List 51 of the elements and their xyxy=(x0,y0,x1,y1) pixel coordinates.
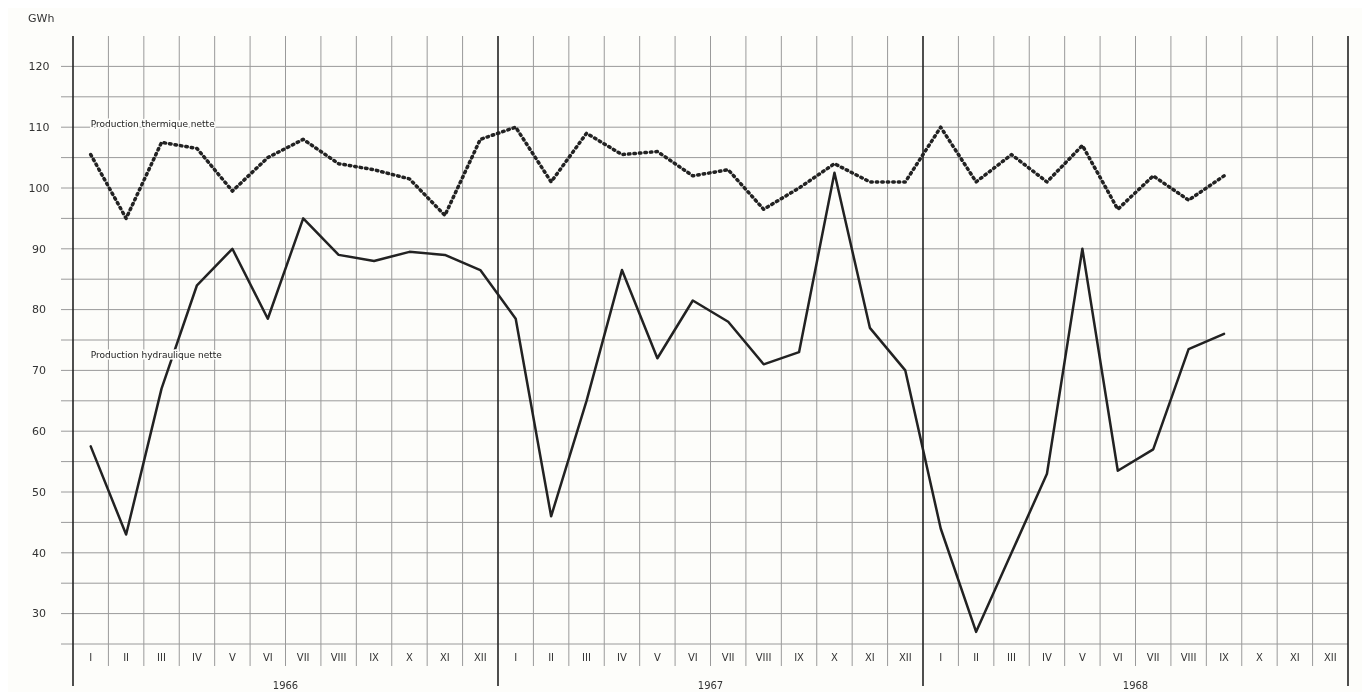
x-tick-label: IV xyxy=(617,652,628,663)
x-tick-label: II xyxy=(123,652,130,663)
x-tick-label: V xyxy=(653,652,661,663)
x-tick-label: VI xyxy=(262,652,273,663)
x-tick-label: IV xyxy=(192,652,203,663)
x-tick-label: I xyxy=(89,652,93,663)
x-tick-label: II xyxy=(973,652,980,663)
text: 1967 xyxy=(697,680,724,691)
y-tick-label: 90 xyxy=(32,242,46,256)
x-tick-label: VII xyxy=(1146,652,1160,663)
x-tick-label: VI xyxy=(1112,652,1123,663)
x-tick-label: XI xyxy=(864,652,875,663)
x-tick-label: IV xyxy=(1042,652,1053,663)
x-tick-label: VII xyxy=(721,652,735,663)
x-tick-label: IX xyxy=(794,652,805,663)
y-axis-title: GWh xyxy=(28,12,55,25)
x-tick-label: I xyxy=(514,652,518,663)
x-tick-label: V xyxy=(228,652,236,663)
y-tick-label: 80 xyxy=(32,303,46,317)
x-tick-label: X xyxy=(1256,652,1264,663)
x-tick-label: III xyxy=(1007,652,1016,663)
y-tick-label: 110 xyxy=(28,121,50,135)
x-tick-label: V xyxy=(1078,652,1086,663)
y-tick-label: 40 xyxy=(32,546,46,560)
x-tick-label: VII xyxy=(296,652,310,663)
x-tick-label: II xyxy=(548,652,555,663)
y-tick-label: 120 xyxy=(28,60,50,74)
x-tick-label: VI xyxy=(687,652,698,663)
x-tick-label: X xyxy=(831,652,839,663)
x-tick-label: VIII xyxy=(755,652,772,663)
x-tick-label: III xyxy=(157,652,166,663)
y-tick-label: 100 xyxy=(28,181,50,195)
text: 1968 xyxy=(1122,680,1149,691)
y-tick-label: 30 xyxy=(32,607,46,621)
x-tick-label: IX xyxy=(369,652,380,663)
x-tick-label: VIII xyxy=(1180,652,1197,663)
x-tick-label: III xyxy=(582,652,591,663)
x-tick-label: I xyxy=(939,652,943,663)
x-tick-label: XI xyxy=(1289,652,1300,663)
y-tick-label: 60 xyxy=(32,425,46,439)
x-tick-label: XI xyxy=(439,652,450,663)
y-tick-label: 70 xyxy=(32,364,46,378)
x-tick-label: X xyxy=(406,652,414,663)
x-tick-label: XII xyxy=(473,652,487,663)
text: 1966 xyxy=(272,680,299,691)
text: Production thermique nette xyxy=(90,119,216,130)
x-tick-label: XII xyxy=(1323,652,1337,663)
y-tick-label: 50 xyxy=(32,485,46,499)
x-tick-label: VIII xyxy=(330,652,347,663)
x-tick-label: XII xyxy=(898,652,912,663)
x-tick-label: IX xyxy=(1219,652,1230,663)
